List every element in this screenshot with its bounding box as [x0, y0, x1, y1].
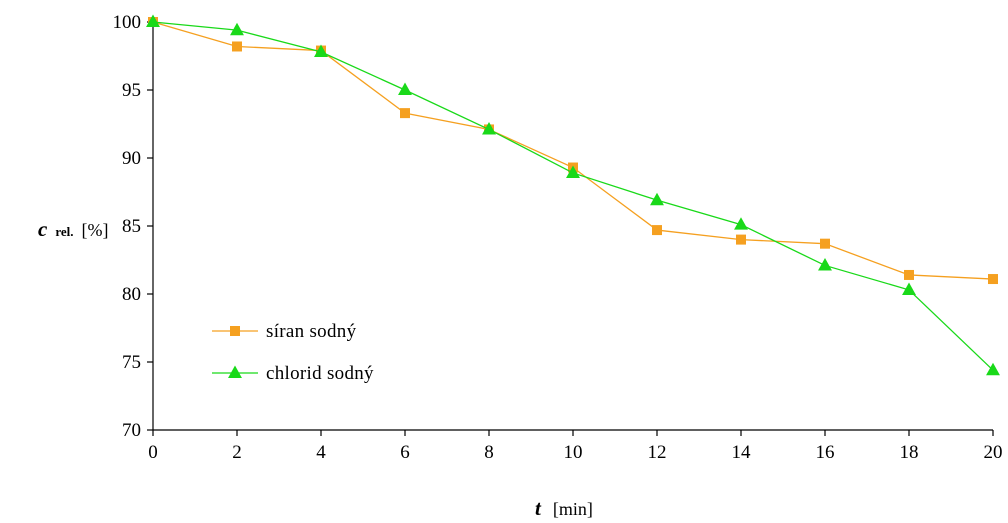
series-chlorid-sodny: [146, 14, 1000, 376]
legend-marker-siran-sodny: [230, 326, 240, 336]
x-tick-label: 2: [232, 442, 242, 463]
data-point-siran-sodny: [232, 41, 242, 52]
data-point-siran-sodny: [988, 274, 998, 285]
y-axis-ticks: 70 75 80 85 90 95 100: [113, 12, 153, 441]
series-line-chlorid-sodny: [152, 21, 994, 371]
data-point-chlorid-sodny: [902, 282, 916, 295]
x-tick-label: 16: [816, 442, 835, 463]
data-point-siran-sodny: [400, 108, 410, 119]
x-tick-label: 10: [564, 442, 583, 463]
x-tick-label: 0: [148, 442, 158, 463]
legend-item-siran-sodny: síran sodný: [212, 321, 357, 342]
series-layer: [146, 14, 1000, 376]
data-point-siran-sodny: [652, 225, 662, 236]
legend-marker-chlorid-sodny: [228, 365, 242, 379]
x-tick-label: 18: [900, 442, 919, 463]
y-axis-unit: [%]: [82, 220, 109, 240]
data-point-chlorid-sodny: [818, 258, 832, 271]
y-axis-label: c rel. [%]: [38, 217, 108, 241]
data-point-chlorid-sodny: [482, 122, 496, 135]
y-tick-label: 90: [122, 148, 141, 169]
legend-label-siran-sodny: síran sodný: [266, 321, 357, 342]
x-tick-label: 4: [316, 442, 326, 463]
y-axis-symbol: c: [38, 217, 48, 241]
x-axis-ticks: 0 2 4 6 8 10 12 14 16 18 20: [148, 430, 1003, 463]
y-tick-label: 75: [122, 352, 141, 373]
data-point-siran-sodny: [820, 238, 830, 249]
data-point-chlorid-sodny: [986, 362, 1000, 376]
x-tick-label: 14: [732, 442, 752, 463]
x-axis-symbol: t: [535, 496, 542, 520]
y-tick-label: 80: [122, 284, 141, 305]
data-point-chlorid-sodny: [146, 14, 160, 28]
legend: síran sodný chlorid sodný: [212, 321, 374, 384]
series-line-siran-sodny: [152, 21, 994, 280]
series-siran-sodny: [148, 17, 998, 285]
y-tick-label: 95: [122, 80, 141, 101]
data-point-chlorid-sodny: [650, 192, 664, 206]
data-point-chlorid-sodny: [398, 82, 412, 96]
legend-label-chlorid-sodny: chlorid sodný: [266, 363, 374, 384]
y-tick-label: 70: [122, 420, 141, 441]
x-axis-unit: [min]: [553, 499, 593, 519]
x-tick-label: 12: [648, 442, 667, 463]
data-point-chlorid-sodny: [566, 165, 580, 178]
y-tick-label: 85: [122, 216, 141, 237]
y-axis-subscript: rel.: [55, 224, 73, 239]
data-point-siran-sodny: [904, 269, 914, 280]
x-tick-label: 8: [484, 442, 494, 463]
data-point-siran-sodny: [736, 234, 746, 245]
x-axis-label: t [min]: [535, 496, 593, 520]
data-point-chlorid-sodny: [230, 22, 244, 36]
x-tick-label: 20: [984, 442, 1003, 463]
legend-item-chlorid-sodny: chlorid sodný: [212, 363, 374, 384]
data-point-chlorid-sodny: [734, 217, 748, 230]
data-point-chlorid-sodny: [314, 44, 328, 57]
y-tick-label: 100: [113, 12, 142, 33]
x-tick-label: 6: [400, 442, 410, 463]
